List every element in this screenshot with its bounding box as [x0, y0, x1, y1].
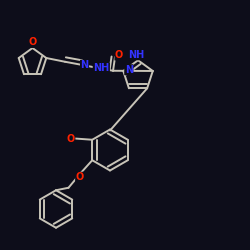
Text: NH: NH: [93, 63, 110, 73]
Text: O: O: [66, 134, 75, 143]
Text: O: O: [115, 50, 123, 60]
Text: NH: NH: [128, 50, 144, 60]
Text: N: N: [125, 65, 133, 75]
Text: O: O: [76, 172, 84, 182]
Text: N: N: [80, 60, 88, 70]
Text: O: O: [28, 38, 36, 48]
